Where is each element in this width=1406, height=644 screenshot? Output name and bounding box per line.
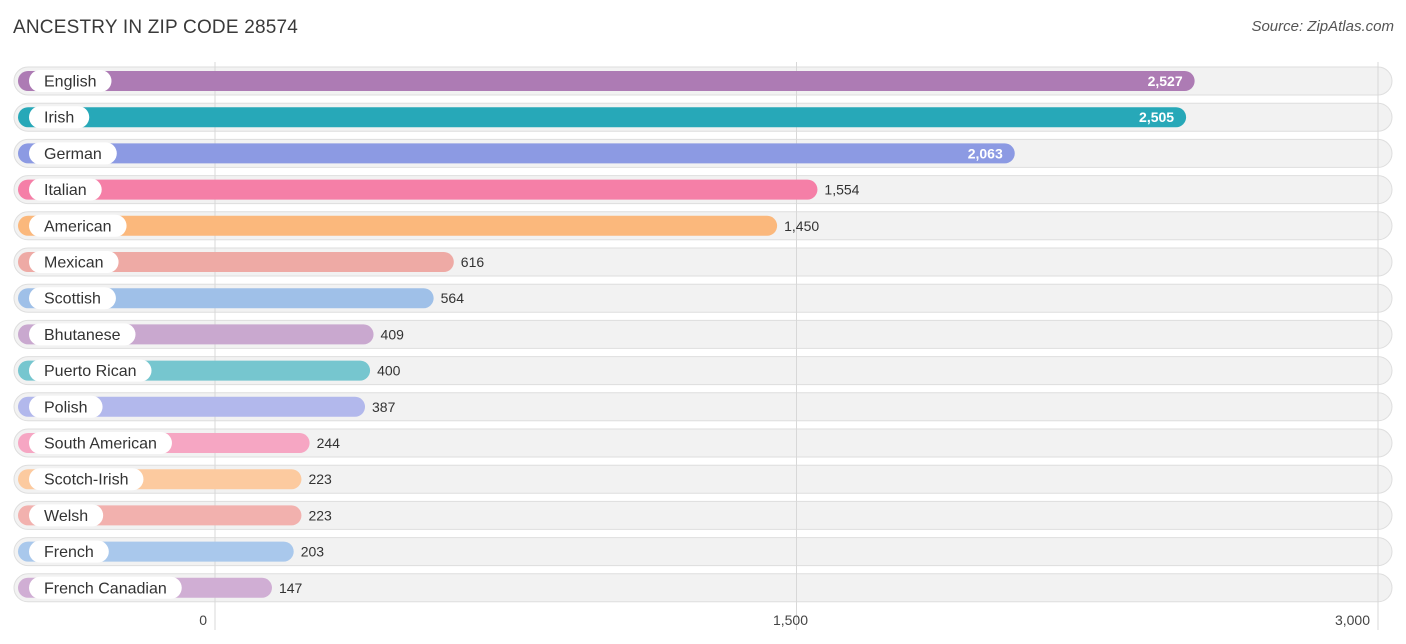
category-label-pill — [29, 540, 109, 563]
category-label: Welsh — [44, 508, 88, 525]
category-label-pill — [29, 432, 172, 454]
bar — [18, 71, 1195, 91]
bar — [18, 252, 454, 272]
category-label: South American — [44, 436, 157, 453]
x-axis-ticks: 0 1,500 3,000 — [199, 612, 1370, 628]
category-label-pill — [29, 395, 103, 418]
category-label-pill — [29, 504, 104, 527]
row-background — [13, 500, 1393, 530]
bar — [18, 179, 818, 200]
value-label: 2,505 — [1139, 109, 1174, 125]
value-label: 564 — [441, 290, 465, 306]
row-background — [13, 573, 1393, 603]
value-label: 1,554 — [824, 182, 859, 198]
category-label: Irish — [44, 110, 74, 127]
value-label: 1,450 — [784, 218, 819, 234]
value-label: 244 — [317, 435, 341, 451]
category-label: French Canadian — [44, 580, 167, 597]
category-label: Scotch-Irish — [44, 472, 128, 489]
category-label-pill — [29, 214, 127, 237]
bar — [18, 396, 366, 417]
category-label-pill — [29, 251, 119, 273]
source-credit: Source: ZipAtlas.com — [1251, 18, 1394, 35]
category-label-pill — [29, 106, 90, 129]
x-tick-label: 1,500 — [773, 612, 808, 628]
category-label: French — [44, 544, 94, 561]
x-tick-label: 0 — [199, 612, 207, 628]
category-label-pill — [29, 178, 102, 201]
row-background — [13, 537, 1393, 567]
category-label-pill — [29, 142, 117, 165]
category-label: Polish — [44, 399, 88, 416]
category-label-pill — [29, 359, 152, 382]
value-label: 147 — [279, 580, 303, 596]
value-label: 409 — [381, 326, 405, 342]
category-label: English — [44, 74, 96, 91]
bar — [18, 143, 1015, 164]
category-label: Bhutanese — [44, 327, 121, 344]
row-background — [13, 428, 1393, 458]
bars: English 2,527 Irish 2,505 German 2,063 Italian… — [18, 70, 1195, 599]
category-label: Puerto Rican — [44, 363, 137, 380]
category-label-pill — [29, 70, 112, 92]
value-label: 616 — [461, 254, 485, 270]
value-label: 203 — [301, 544, 325, 560]
value-label: 223 — [308, 507, 332, 523]
category-label: American — [44, 218, 112, 235]
value-label: 387 — [372, 399, 396, 415]
category-label-pill — [29, 576, 182, 599]
category-label: Italian — [44, 182, 87, 199]
bar — [18, 288, 434, 309]
category-label: Scottish — [44, 291, 101, 308]
value-label: 223 — [308, 471, 332, 487]
category-label-pill — [29, 468, 144, 491]
bar — [18, 107, 1187, 128]
value-label: 2,527 — [1148, 73, 1183, 89]
value-label: 2,063 — [968, 145, 1003, 161]
category-label-pill — [29, 287, 116, 310]
chart-title: ANCESTRY IN ZIP CODE 28574 — [13, 17, 299, 38]
bar — [18, 215, 778, 236]
category-label-pill — [29, 323, 136, 346]
value-label: 400 — [377, 363, 401, 379]
category-label: Mexican — [44, 255, 104, 272]
row-background — [13, 464, 1393, 494]
category-label: German — [44, 146, 102, 163]
x-tick-label: 3,000 — [1335, 612, 1370, 628]
